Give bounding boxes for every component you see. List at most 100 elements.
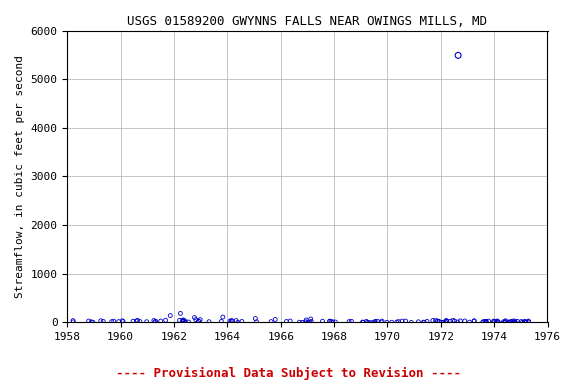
Point (478, 319, 487, 325)
Point (344, 318, 354, 324)
Point (184, 319, 193, 325)
Point (135, 318, 145, 324)
Point (271, 316, 280, 323)
Point (331, 319, 340, 325)
Point (524, 319, 533, 325)
Point (228, 318, 237, 324)
Point (490, 319, 499, 325)
Point (501, 318, 510, 324)
Point (517, 319, 526, 325)
Point (178, 318, 187, 324)
Point (407, 319, 416, 325)
Point (456, 318, 465, 324)
Point (422, 318, 431, 324)
Point (394, 319, 403, 325)
Point (450, 318, 459, 324)
Point (191, 316, 200, 323)
Point (328, 319, 338, 325)
Point (499, 319, 508, 325)
Point (267, 319, 276, 325)
Point (501, 318, 510, 324)
Point (217, 318, 226, 324)
Point (482, 318, 491, 324)
Point (433, 318, 442, 324)
Point (362, 318, 371, 324)
Point (179, 318, 188, 324)
Point (500, 319, 509, 325)
Point (196, 316, 205, 323)
Point (225, 318, 234, 324)
Point (156, 318, 165, 324)
Point (489, 318, 498, 324)
Point (490, 318, 499, 324)
Point (295, 319, 304, 325)
Point (442, 318, 451, 324)
Point (252, 319, 261, 325)
Point (179, 317, 188, 323)
Point (347, 318, 356, 324)
Point (149, 318, 158, 324)
Point (204, 319, 214, 325)
Point (128, 318, 138, 324)
Point (469, 318, 479, 324)
Point (175, 317, 184, 323)
Title: USGS 01589200 GWYNNS FALLS NEAR OWINGS MILLS, MD: USGS 01589200 GWYNNS FALLS NEAR OWINGS M… (127, 15, 487, 28)
Point (442, 318, 451, 324)
Point (382, 319, 392, 325)
Point (371, 318, 380, 324)
Point (492, 318, 502, 324)
Point (358, 319, 367, 325)
Point (306, 316, 315, 322)
Point (325, 318, 334, 324)
Point (237, 318, 247, 324)
Point (435, 318, 444, 324)
Point (318, 318, 327, 324)
Point (96, 318, 105, 324)
Point (521, 319, 530, 325)
Point (414, 319, 423, 325)
Point (453, 319, 463, 325)
Point (114, 319, 123, 325)
Point (420, 319, 429, 325)
Point (325, 318, 335, 324)
Point (190, 314, 199, 321)
Point (484, 318, 493, 324)
Point (370, 319, 379, 325)
Point (363, 319, 372, 325)
Text: ---- Provisional Data Subject to Revision ----: ---- Provisional Data Subject to Revisio… (116, 367, 460, 380)
Point (180, 319, 190, 325)
Point (166, 313, 175, 319)
Point (397, 318, 407, 324)
Point (469, 318, 479, 324)
Point (304, 319, 313, 325)
Point (282, 318, 291, 324)
Point (118, 318, 127, 324)
Point (518, 319, 527, 325)
Point (151, 318, 160, 324)
Point (88, 319, 97, 325)
Point (377, 318, 386, 324)
Point (520, 318, 529, 324)
Point (359, 319, 368, 325)
Point (69, 319, 78, 325)
Point (150, 319, 160, 325)
Point (511, 319, 520, 325)
Point (428, 318, 437, 324)
Point (305, 319, 314, 326)
Point (132, 318, 141, 324)
Point (218, 314, 228, 320)
Point (505, 319, 514, 325)
Point (524, 319, 533, 325)
Point (107, 319, 116, 325)
Point (503, 319, 513, 325)
Point (446, 318, 455, 324)
Point (433, 318, 442, 324)
Point (507, 319, 517, 325)
Point (176, 310, 185, 316)
Point (142, 319, 151, 325)
Point (439, 319, 448, 325)
Point (98, 318, 108, 324)
Point (178, 318, 187, 324)
Point (419, 319, 428, 325)
Point (286, 318, 295, 324)
